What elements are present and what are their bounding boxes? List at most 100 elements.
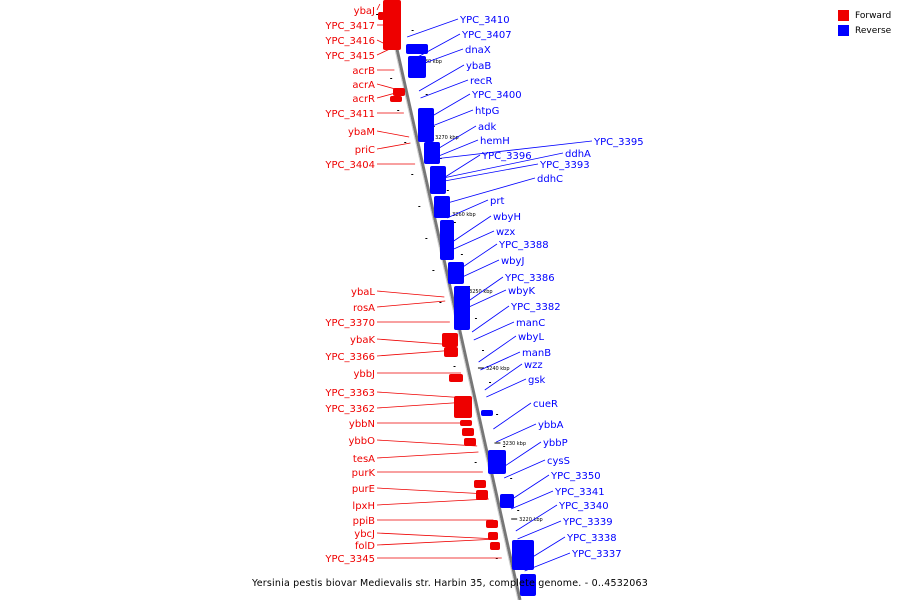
reverse-connector [407, 18, 459, 38]
forward-gene-label: YPC_3416 [324, 36, 375, 47]
forward-connector [376, 439, 478, 447]
reverse-gene-block [440, 220, 454, 260]
reverse-connector [420, 79, 469, 99]
feature-tick [376, 14, 379, 15]
forward-gene-label: YPC_3415 [324, 51, 375, 62]
reverse-connector [524, 552, 571, 572]
forward-gene-label: rosA [353, 303, 375, 314]
reverse-gene-label: YPC_3337 [571, 549, 622, 560]
forward-gene-label: acrB [352, 66, 375, 77]
reverse-gene-block [500, 494, 514, 508]
reverse-gene-label: wzx [496, 227, 515, 238]
reverse-gene-label: prt [490, 196, 504, 207]
reverse-gene-block [406, 44, 428, 54]
forward-connector [376, 300, 446, 308]
reverse-gene-label: YPC_3407 [461, 30, 512, 41]
forward-gene-label: YPC_3411 [324, 109, 375, 120]
forward-gene-block [444, 347, 458, 357]
reverse-gene-label: wbyK [508, 286, 535, 297]
feature-tick [411, 30, 414, 31]
forward-gene-label: purE [352, 484, 375, 495]
reverse-gene-label: htpG [475, 106, 499, 117]
reverse-gene-label: manB [522, 348, 551, 359]
reverse-gene-label: manC [516, 318, 545, 329]
reverse-gene-block [448, 262, 464, 284]
reverse-gene-block [481, 410, 493, 416]
forward-gene-label: YPC_3366 [324, 352, 375, 363]
reverse-connector [453, 230, 495, 250]
reverse-gene-label: YPC_3338 [566, 533, 617, 544]
reverse-gene-block [520, 574, 536, 596]
reverse-gene-block [424, 142, 440, 164]
forward-gene-label: YPC_3345 [324, 554, 375, 565]
feature-tick [425, 238, 428, 239]
feature-tick [425, 94, 428, 95]
forward-gene-label: YPC_3417 [324, 21, 375, 32]
reverse-connector [432, 125, 477, 153]
forward-connector [376, 538, 498, 546]
reverse-connector [478, 335, 517, 363]
forward-connector [376, 391, 467, 399]
reverse-gene-label: YPC_3339 [562, 517, 613, 528]
forward-gene-block [442, 333, 458, 347]
reverse-gene-label: ddhC [537, 174, 563, 185]
forward-gene-block [390, 96, 402, 102]
forward-gene-block [454, 396, 472, 418]
forward-gene-block [378, 12, 384, 20]
reverse-connector [413, 48, 464, 68]
reverse-gene-block [512, 540, 534, 570]
forward-connector [376, 3, 381, 11]
forward-gene-label: lpxH [352, 501, 375, 512]
feature-tick [404, 142, 407, 143]
feature-tick [474, 462, 477, 463]
genome-axis-shade [383, 0, 519, 600]
forward-gene-label: purK [352, 468, 376, 479]
feature-tick [397, 110, 400, 111]
forward-gene-label: ybaJ [354, 6, 375, 17]
forward-connector [376, 91, 400, 99]
reverse-gene-label: YPC_3388 [498, 240, 549, 251]
reverse-connector [446, 199, 489, 219]
feature-tick [418, 206, 421, 207]
reverse-connector [515, 504, 558, 532]
forward-connector [376, 349, 457, 357]
feature-tick [453, 366, 456, 367]
reverse-gene-label: dnaX [465, 45, 491, 56]
axis-tick-label: 3220 kbp [519, 517, 543, 523]
forward-gene-label: priC [355, 145, 375, 156]
feature-tick [495, 558, 498, 559]
reverse-gene-label: wbyH [493, 212, 521, 223]
reverse-gene-label: gsk [528, 375, 546, 386]
feature-tick [446, 190, 449, 191]
legend-reverse-label: Reverse [855, 25, 892, 36]
forward-connector [376, 451, 479, 459]
feature-tick [489, 382, 492, 383]
reverse-gene-block [408, 56, 426, 78]
feature-tick [432, 270, 435, 271]
reverse-connector [438, 154, 481, 182]
forward-connector [376, 532, 498, 540]
reverse-connector [427, 109, 474, 129]
reverse-gene-label: YPC_3400 [471, 90, 522, 101]
forward-gene-block [476, 490, 488, 500]
reverse-connector [433, 139, 479, 159]
forward-gene-label: ybbO [349, 436, 376, 447]
axis-tick-label: 3260 kbp [452, 212, 476, 218]
feature-tick [453, 222, 456, 223]
feature-tick [510, 478, 513, 479]
legend-reverse: Reverse [838, 23, 891, 38]
reverse-gene-label: cueR [533, 399, 558, 410]
reverse-connector [522, 536, 566, 564]
axis-tick-label: 3270 kbp [435, 135, 459, 141]
forward-gene-label: ybaL [351, 287, 375, 298]
reverse-connector [509, 474, 550, 502]
reverse-connector [501, 441, 542, 469]
forward-gene-block [462, 428, 474, 436]
forward-connector [376, 130, 410, 138]
axis-tick-label: 3230 kbp [502, 441, 526, 447]
genome-axis [384, 0, 522, 600]
forward-connector [376, 290, 445, 298]
axis-tick-label: 3240 kbp [486, 366, 510, 372]
forward-gene-block [464, 438, 476, 446]
